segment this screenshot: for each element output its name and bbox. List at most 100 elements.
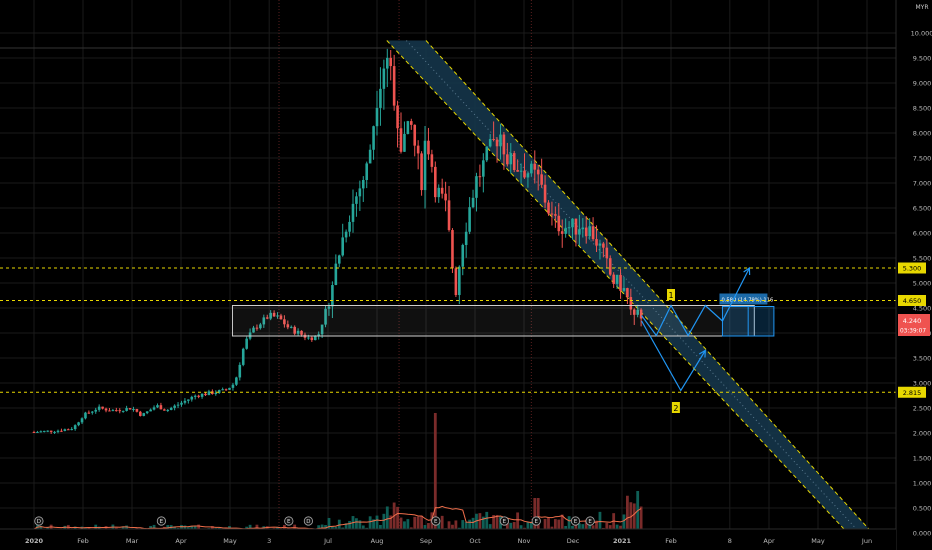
candle-body — [149, 409, 152, 412]
candle-body — [118, 410, 122, 412]
event-marker-label: D — [306, 519, 310, 525]
price-tick-label: 1.500 — [913, 455, 932, 463]
annotation-label: 1 — [668, 291, 673, 300]
candle-body — [337, 255, 341, 264]
projection-down-path — [641, 320, 706, 392]
volume-bar — [588, 522, 592, 533]
candle-body — [80, 418, 84, 423]
target-label-text: 0.580 (14.79%) 116 — [721, 298, 773, 304]
candle-body — [286, 324, 290, 328]
volume-bar — [337, 519, 341, 533]
price-axis-background — [896, 0, 932, 550]
volume-bar — [547, 517, 550, 533]
candle-body — [334, 263, 338, 286]
candle-body — [269, 312, 272, 319]
candle-body — [228, 387, 231, 390]
candle-body — [557, 215, 561, 232]
candle-body — [622, 288, 626, 291]
volume-bar — [512, 522, 516, 533]
price-tick-label: 7.000 — [913, 180, 932, 188]
candle-body — [396, 105, 399, 129]
candle-body — [495, 139, 499, 147]
event-marker-label: E — [160, 519, 164, 525]
price-tick-label: 8.000 — [913, 130, 932, 138]
volume-bar — [495, 514, 499, 533]
candle-body — [255, 327, 259, 329]
candle-body — [430, 154, 434, 167]
support-zone-box — [231, 305, 755, 337]
candle-body — [550, 213, 554, 215]
time-axis[interactable]: 2020 Feb Mar Apr May 3 Jul Aug Sep Oct Nov Dec 2021 F… — [0, 528, 896, 550]
level-price-label: 5.300 — [903, 265, 922, 273]
candle-body — [91, 411, 94, 413]
candle-body — [564, 227, 567, 234]
candle-body — [458, 266, 461, 296]
candle-body — [375, 107, 379, 127]
candle-body — [519, 170, 523, 172]
volume-bar — [468, 519, 472, 533]
volume-bar — [348, 520, 351, 533]
candle-body — [516, 170, 519, 172]
volume-bar — [505, 521, 509, 533]
price-tick-label: 9.500 — [913, 55, 932, 63]
time-tick-label: Apr — [175, 537, 187, 545]
volume-bar — [382, 513, 386, 533]
volume-bar — [595, 520, 598, 533]
volume-bar — [344, 523, 348, 533]
candle-body — [427, 140, 430, 155]
volume-bar — [447, 521, 451, 533]
event-marker-circle — [570, 516, 581, 526]
time-axis-background — [0, 529, 896, 550]
candle-body — [32, 432, 36, 433]
level-price-label: 4.650 — [903, 297, 922, 305]
current-price-label: 4.240 — [903, 317, 922, 325]
price-tick-label: 7.500 — [913, 155, 932, 163]
horizontal-levels — [0, 267, 896, 393]
candle-body — [629, 297, 633, 310]
target-label-background — [719, 293, 768, 305]
price-axis[interactable]: MYR 0.000 0.500 1.000 1.500 2.000 2.500 3.000 3.… — [895, 0, 932, 550]
time-tick-label: 3 — [267, 537, 271, 545]
support-zone: 0.580 (14.79%) 116 — [231, 293, 775, 337]
candle-body — [313, 335, 317, 341]
candle-body — [73, 425, 77, 430]
candle-body — [193, 395, 197, 397]
volume-bar — [629, 502, 633, 533]
volume-bar — [385, 506, 389, 533]
price-tick-label: 10.000 — [911, 30, 932, 38]
candle-body — [485, 146, 489, 161]
candle-body — [235, 377, 238, 385]
candle-body — [636, 309, 639, 315]
volume-bar — [632, 503, 636, 533]
candle-body — [97, 406, 101, 410]
candle-body — [602, 243, 605, 248]
event-marker-circle — [284, 516, 294, 526]
channel-fill — [386, 40, 880, 541]
candle-body — [63, 429, 67, 432]
candle-body — [159, 405, 163, 410]
candle-body — [619, 274, 622, 291]
candle-body — [341, 237, 344, 256]
volume-bar — [485, 511, 489, 533]
candle-body — [468, 207, 471, 232]
time-tick-label: Feb — [77, 537, 89, 545]
volume-bar — [351, 516, 355, 533]
candle-body — [135, 408, 139, 412]
annotation-badge — [671, 402, 680, 413]
candle-body — [296, 330, 300, 334]
candle-body — [173, 405, 176, 408]
volume-bar — [612, 513, 616, 533]
currency-label: MYR — [915, 4, 928, 11]
event-marker-circle — [499, 516, 509, 526]
time-tick-label: Mar — [126, 537, 139, 545]
candle-body — [183, 400, 187, 403]
volume-bar — [536, 498, 540, 533]
time-tick-label: 8 — [728, 537, 732, 545]
candle-body — [406, 121, 410, 134]
time-tick-label: Jul — [323, 537, 332, 545]
candle-body — [317, 334, 320, 336]
projection-down-arrowhead — [698, 349, 706, 358]
level-price-label: 2.815 — [903, 389, 922, 397]
candle-body — [612, 274, 615, 284]
